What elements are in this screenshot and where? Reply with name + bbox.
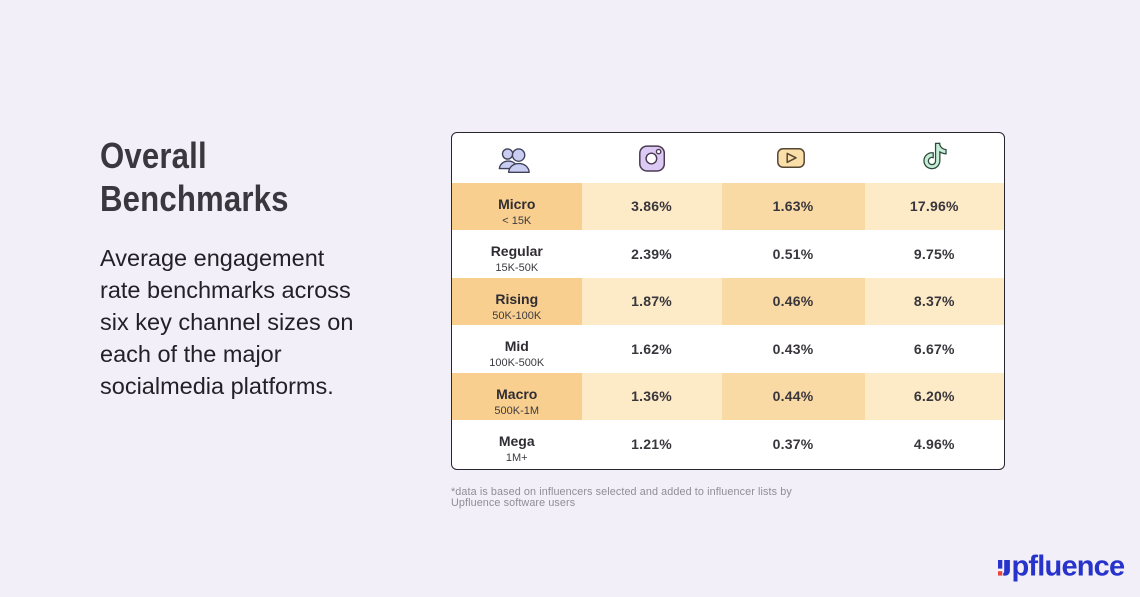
svg-text:pfluence: pfluence: [1012, 551, 1126, 583]
